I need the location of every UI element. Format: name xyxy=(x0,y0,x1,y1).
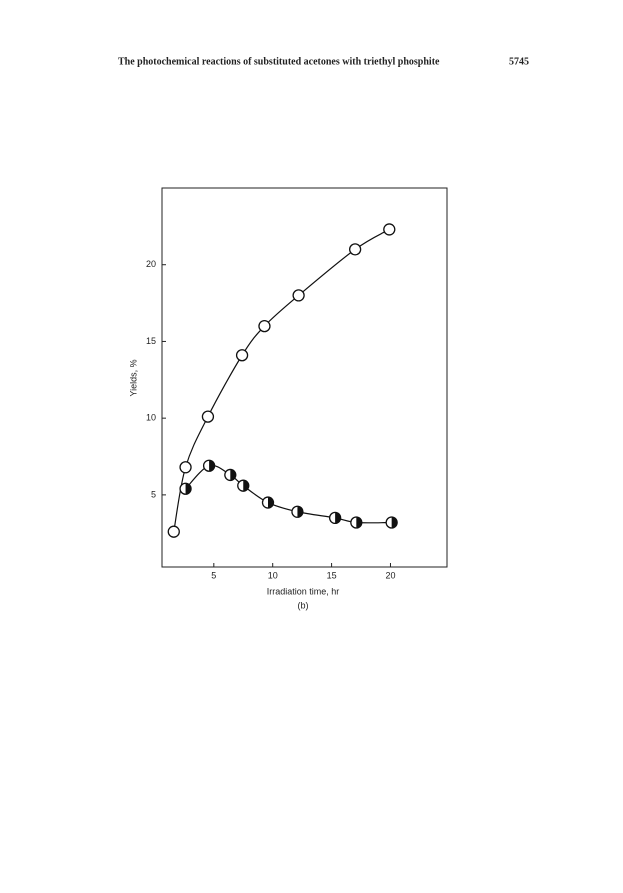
data-point xyxy=(292,289,305,302)
y-tick-label: 10 xyxy=(146,413,156,423)
data-point xyxy=(258,319,271,333)
data-point-half xyxy=(185,483,192,495)
data-point xyxy=(201,410,215,423)
running-header: The photochemical reactions of substitut… xyxy=(118,56,440,67)
data-point-half xyxy=(391,517,398,529)
data-point xyxy=(348,243,362,256)
plot-frame xyxy=(161,187,448,568)
x-tick-label: 15 xyxy=(327,570,337,580)
data-point xyxy=(383,223,396,236)
y-tick-label: 5 xyxy=(151,489,156,499)
y-tick-label: 20 xyxy=(146,259,156,269)
data-point-half xyxy=(267,497,274,509)
x-tick-label: 5 xyxy=(211,570,216,580)
x-tick-label: 20 xyxy=(385,570,395,580)
data-point-half xyxy=(230,469,236,481)
data-point xyxy=(179,461,192,474)
caption: (b) xyxy=(298,600,309,610)
data-point xyxy=(235,349,249,362)
data-point-half xyxy=(297,506,303,518)
data-point-half xyxy=(335,512,341,524)
x-axis-label: Irradiation time, hr xyxy=(267,586,340,596)
y-axis-label: Yields, % xyxy=(128,359,138,396)
data-point-half xyxy=(209,460,215,472)
page-number: 5745 xyxy=(509,56,529,67)
data-point-half xyxy=(356,517,362,529)
y-tick-label: 15 xyxy=(146,336,156,346)
x-tick-label: 10 xyxy=(268,570,278,580)
data-point xyxy=(167,525,180,538)
data-point-half xyxy=(243,480,249,492)
